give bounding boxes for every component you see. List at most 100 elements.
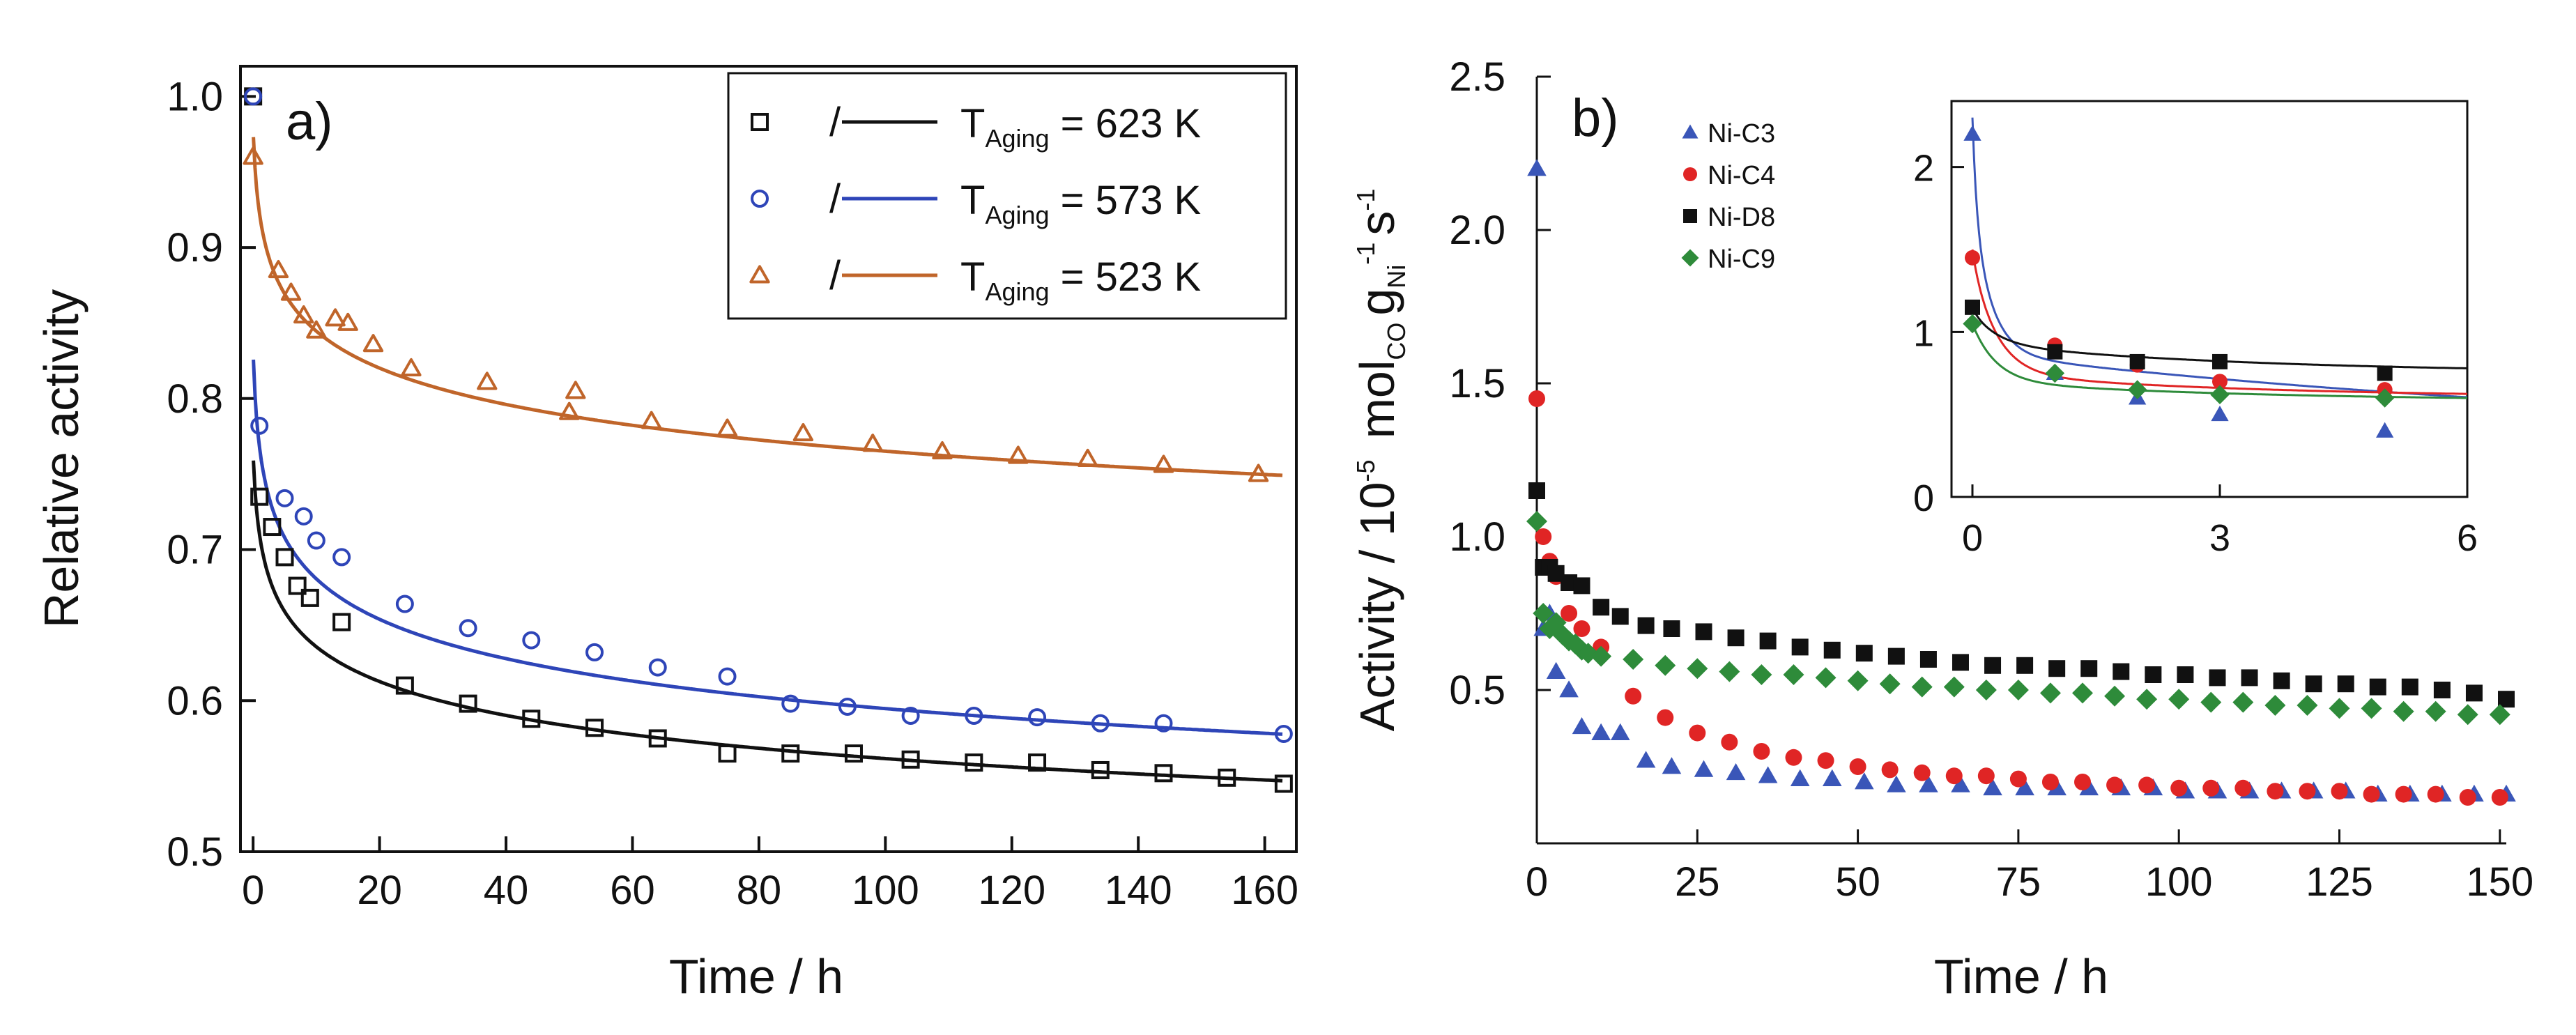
panel-b-point-Ni-D8	[2177, 666, 2194, 683]
panel-b-point-Ni-C3	[2015, 779, 2034, 796]
panel-a-point-circle	[1091, 714, 1110, 733]
panel-a-point-square	[288, 576, 307, 595]
panel-b-point-Ni-C9	[1911, 676, 1933, 698]
panel-b-y-tick-label: 2.0	[1449, 208, 1505, 253]
panel-b-point-Ni-D8	[1727, 629, 1745, 647]
panel-b-point-Ni-C4	[1689, 724, 1706, 742]
inset-point-Ni-C4	[2212, 374, 2228, 390]
panel-b-point-Ni-C9	[1783, 664, 1804, 685]
panel-b-point-Ni-C4	[1573, 620, 1590, 637]
panel-b-point-Ni-C3	[1887, 775, 1906, 792]
panel-b-ylabel-prefix: Activity / 10	[1350, 482, 1404, 731]
panel-b-x-tick-label: 50	[1835, 859, 1880, 905]
panel-b-point-Ni-C4	[2395, 785, 2412, 803]
panel-b-legend-marker	[1681, 249, 1699, 267]
panel-b-x-tick-label: 100	[2145, 859, 2213, 905]
panel-b-ylabel-minus1: -1	[1351, 243, 1380, 265]
panel-a-point-triangle	[641, 411, 662, 429]
panel-b-point-Ni-C9	[2104, 685, 2126, 707]
panel-b-data-points	[1526, 159, 2516, 806]
panel-b-point-Ni-D8	[2433, 682, 2451, 698]
panel-a-point-triangle	[559, 401, 580, 420]
panel-b-point-Ni-C9	[2264, 695, 2286, 716]
panel-b-point-Ni-D8	[1593, 599, 1610, 616]
panel-b-legend-marker	[1683, 167, 1697, 181]
panel-a-point-square	[1274, 774, 1293, 793]
panel-a-legend: / TAging = 623 K / TAging = 573 K / TAging = …	[727, 72, 1287, 320]
panel-b-point-Ni-C3	[1919, 775, 1938, 792]
panel-a-point-square	[1154, 764, 1173, 783]
panel-a-point-triangle	[280, 282, 302, 301]
panel-b-point-Ni-C4	[2234, 779, 2252, 797]
panel-a-point-circle	[294, 507, 313, 526]
panel-a-point-square	[300, 588, 319, 607]
panel-a-point-triangle	[792, 423, 814, 442]
panel-b-x-tick-label: 125	[2306, 859, 2373, 905]
panel-b-point-Ni-C3	[1662, 757, 1682, 774]
panel-a-point-square	[901, 750, 920, 769]
panel-a-y-axis-label: Relative activity	[34, 289, 89, 628]
panel-a-legend-box	[727, 72, 1287, 320]
panel-b-point-Ni-C3	[1591, 723, 1611, 740]
panel-b-legend-label: Ni-D8	[1708, 203, 1775, 232]
panel-a-y-tick-label: 0.9	[167, 225, 223, 270]
panel-a-fit-523-K	[252, 137, 1283, 477]
panel-b-point-Ni-D8	[2465, 684, 2483, 702]
inset-y-tick-label: 2	[1913, 148, 1934, 190]
panel-b-y-tick-label: 0.5	[1449, 668, 1505, 713]
panel-b-point-Ni-D8	[2113, 663, 2130, 680]
panel-b-point-Ni-C4	[2106, 776, 2124, 794]
panel-b-point-Ni-C3	[1822, 769, 1842, 786]
panel-a-point-triangle	[337, 312, 358, 331]
panel-a-point-square	[1091, 760, 1110, 779]
panel-b-y-axis-label: Activity / 10-5molCOgNi-1s-1	[1350, 189, 1411, 732]
panel-b-x-axis-label: Time / h	[1934, 949, 2108, 1004]
panel-b-x-tick-label: 0	[1526, 859, 1548, 905]
panel-b-y-tick-label: 1.5	[1449, 361, 1505, 406]
panel-b-point-Ni-C4	[1753, 743, 1770, 760]
panel-a-x-tick-label: 60	[610, 868, 655, 913]
panel-b-point-Ni-C9	[1655, 654, 1676, 676]
panel-a-point-triangle	[477, 371, 498, 390]
panel-a-x-tick-label: 140	[1105, 868, 1172, 913]
panel-a-point-triangle	[565, 381, 586, 399]
panel-a-x-tick-label: 160	[1231, 868, 1298, 913]
panel-b-ylabel-s: s	[1350, 211, 1404, 236]
panel-a-legend-marker	[751, 113, 769, 131]
panel-a-x-tick-label: 120	[978, 868, 1045, 913]
panel-b-inset: 0 1 2 0 3 6	[1913, 100, 2478, 559]
panel-b-point-Ni-D8	[2498, 691, 2515, 708]
panel-a-legend-slash: /	[829, 100, 841, 145]
panel-b-point-Ni-C9	[1687, 658, 1708, 680]
panel-a-legend-marker	[749, 265, 770, 284]
inset-point-Ni-C3	[2211, 406, 2229, 422]
panel-b-point-Ni-C4	[1721, 733, 1738, 751]
panel-a-point-square	[459, 694, 477, 713]
panel-a-point-square	[781, 744, 800, 763]
panel-a: 0.5 0.6 0.7 0.8 0.9 1.0 0 20 40 60 80 100 120 140 160…	[34, 65, 1298, 1004]
panel-a-point-circle	[838, 697, 857, 716]
panel-b-point-Ni-C4	[1785, 749, 1802, 766]
panel-b-point-Ni-C9	[1533, 603, 1554, 624]
panel-b-point-Ni-C3	[1572, 717, 1592, 735]
panel-a-point-triangle	[1008, 445, 1029, 464]
panel-b-point-Ni-C9	[2039, 682, 2061, 704]
panel-a-point-square	[250, 487, 269, 506]
panel-a-point-triangle	[325, 308, 346, 327]
inset-data-points	[1963, 125, 2395, 438]
panel-b-point-Ni-D8	[2305, 675, 2322, 693]
panel-a-x-tick-label: 80	[737, 868, 782, 913]
panel-b-point-Ni-C9	[2393, 700, 2414, 722]
panel-b-point-Ni-C4	[2170, 779, 2188, 797]
panel-a-y-tick-label: 0.5	[167, 829, 223, 875]
panel-b-x-ticks: 0 25 50 75 100 125 150	[1526, 829, 2533, 905]
panel-b-point-Ni-C4	[1881, 761, 1899, 779]
panel-a-point-circle	[332, 548, 351, 567]
panel-b-point-Ni-C4	[1625, 687, 1642, 705]
panel-a-point-circle	[244, 87, 263, 106]
panel-b-point-Ni-C4	[1849, 758, 1866, 775]
panel-b-point-Ni-C9	[1623, 649, 1644, 670]
panel-a-y-tick-label: 0.6	[167, 678, 223, 723]
panel-b-point-Ni-C4	[2331, 783, 2348, 800]
panel-b-point-Ni-C9	[2072, 682, 2094, 704]
